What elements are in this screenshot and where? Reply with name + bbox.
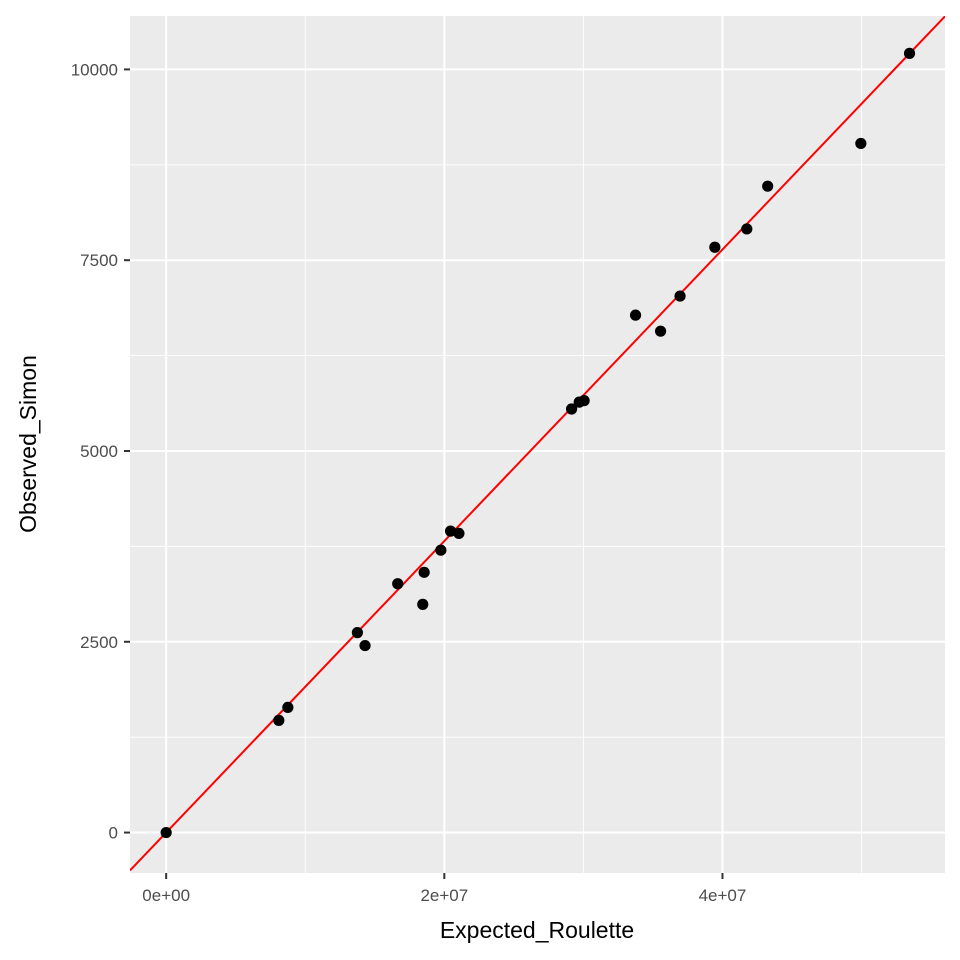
data-point xyxy=(674,290,686,302)
y-tick-label: 0 xyxy=(109,824,118,843)
data-point xyxy=(160,826,172,839)
data-point xyxy=(435,544,447,556)
axes: 0e+00 2e+07 4e+07 0 2500 5000 7500 10000 xyxy=(71,60,747,905)
data-points xyxy=(160,47,916,839)
y-tick-label: 7500 xyxy=(80,251,118,270)
y-axis-title: Observed_Simon xyxy=(15,355,41,533)
x-tick-label: 2e+07 xyxy=(420,886,468,905)
data-point xyxy=(709,241,721,253)
y-tick-label: 10000 xyxy=(71,60,118,79)
data-point xyxy=(762,180,774,192)
data-point xyxy=(654,325,667,337)
data-point xyxy=(855,137,867,150)
data-marks xyxy=(130,16,945,872)
grid-lines xyxy=(130,16,945,873)
data-point xyxy=(417,598,429,610)
x-tick-label: 4e+07 xyxy=(699,886,747,905)
data-point xyxy=(282,701,294,713)
data-point xyxy=(418,566,430,578)
data-point xyxy=(903,47,916,59)
reference-line xyxy=(130,16,945,872)
y-tick-label: 5000 xyxy=(80,442,118,461)
data-point xyxy=(565,403,578,415)
data-point xyxy=(351,627,363,639)
x-axis-title: Expected_Roulette xyxy=(440,917,634,943)
data-point xyxy=(741,223,753,235)
data-point xyxy=(359,639,371,652)
data-point xyxy=(578,395,590,407)
data-point xyxy=(392,578,404,590)
data-point xyxy=(453,527,465,540)
y-tick-label: 2500 xyxy=(80,633,118,652)
x-tick-label: 0e+00 xyxy=(142,886,190,905)
data-point xyxy=(629,309,642,321)
data-point xyxy=(273,714,285,726)
